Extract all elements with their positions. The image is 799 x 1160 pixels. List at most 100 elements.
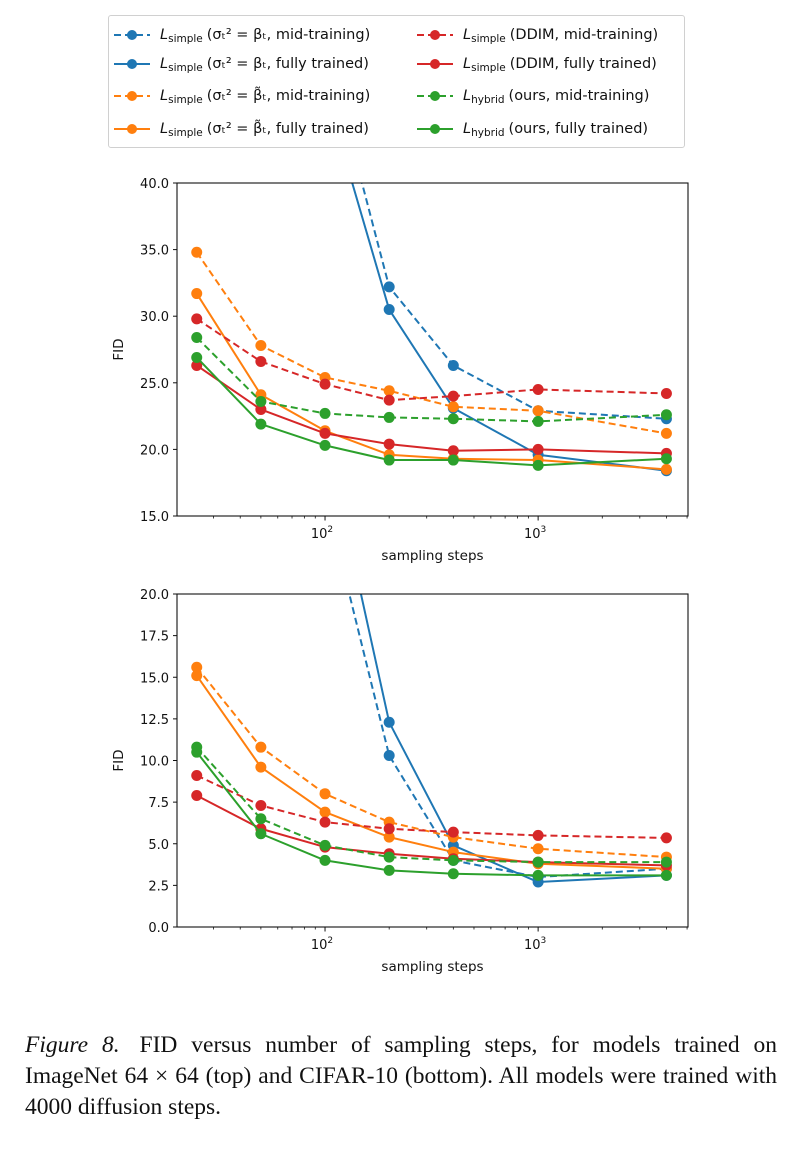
data-point — [383, 454, 395, 466]
data-point — [660, 463, 672, 475]
x-axis-label: sampling steps — [381, 959, 483, 975]
legend-line-marker-icon — [114, 30, 150, 40]
data-point — [383, 438, 395, 450]
chart-panel-bottom: 0.0 2.5 5.0 7.5 10.0 12.5 15.0 17.5 20.0 102 103 sa… — [111, 172, 689, 975]
data-point — [191, 332, 203, 344]
legend-subscript: hybrid — [471, 127, 505, 139]
data-point — [532, 459, 544, 471]
series-line — [195, 251, 667, 435]
data-point — [447, 868, 459, 880]
data-point — [255, 395, 267, 407]
series-line — [196, 774, 667, 839]
data-point — [383, 831, 395, 843]
data-point — [532, 829, 544, 841]
data-point — [383, 304, 395, 316]
data-point — [447, 445, 459, 457]
data-point — [191, 359, 203, 371]
data-point — [660, 387, 672, 399]
data-point — [447, 359, 459, 371]
data-point — [255, 172, 266, 183]
y-tick-label: 25.0 — [140, 377, 169, 392]
legend-label: (σₜ² = β̃ₜ, fully trained) — [206, 121, 369, 137]
data-point — [319, 806, 331, 818]
data-point — [447, 826, 459, 838]
legend-symbol: L — [463, 27, 472, 43]
legend-line-marker-icon — [417, 124, 453, 134]
series-line — [195, 675, 667, 870]
x-tick-exponent: 2 — [327, 525, 333, 535]
data-point — [447, 454, 459, 466]
data-point — [191, 789, 203, 801]
y-tick-label: 7.5 — [148, 796, 169, 811]
data-point — [660, 409, 672, 421]
legend-subscript: simple — [168, 127, 203, 139]
y-axis-label: FID — [111, 338, 127, 360]
legend-line-marker-icon — [417, 30, 453, 40]
data-point — [191, 246, 203, 258]
data-point — [319, 816, 331, 828]
y-tick-label: 35.0 — [140, 244, 169, 259]
x-tick-label: 102 — [311, 525, 333, 542]
legend-symbol: L — [463, 88, 472, 104]
data-point — [191, 769, 203, 781]
legend-subscript: hybrid — [471, 94, 505, 106]
data-point — [383, 750, 395, 762]
data-point — [383, 281, 395, 293]
y-axis-label: FID — [111, 749, 127, 771]
y-tick-label: 15.0 — [140, 510, 169, 525]
legend-label: (σₜ² = βₜ, fully trained) — [206, 56, 369, 72]
y-tick-label: 30.0 — [140, 310, 169, 325]
x-axis-label: sampling steps — [381, 548, 483, 564]
chart-panel-top: 15.0 20.0 25.0 30.0 35.0 40.0 102 103 sampling s… — [111, 177, 689, 564]
legend-label: (σₜ² = β̃ₜ, mid-training) — [206, 88, 371, 104]
data-point — [319, 839, 331, 851]
data-point — [383, 716, 395, 728]
data-point — [383, 823, 395, 835]
data-point — [383, 394, 395, 406]
figure-caption: Figure 8. FID versus number of sampling … — [25, 1030, 777, 1123]
legend-symbol: L — [463, 121, 472, 137]
data-point — [383, 385, 395, 397]
data-point — [660, 856, 672, 868]
data-point — [319, 439, 331, 451]
x-tick-label: 103 — [524, 936, 546, 953]
data-point — [532, 443, 544, 455]
data-point — [255, 256, 266, 267]
y-tick-label: 2.5 — [148, 879, 169, 894]
series-group — [191, 172, 672, 888]
legend-line-marker-icon — [417, 59, 453, 69]
y-tick-label: 0.0 — [148, 921, 169, 936]
data-point — [191, 313, 203, 325]
data-point — [319, 427, 331, 439]
data-point — [532, 405, 544, 417]
legend-label: (ours, fully trained) — [508, 121, 649, 137]
legend-symbol: L — [463, 56, 472, 72]
y-tick-label: 12.5 — [140, 713, 169, 728]
data-point — [255, 828, 267, 840]
data-point — [319, 788, 331, 800]
axes-frame — [176, 182, 689, 517]
x-tick-exponent: 2 — [327, 936, 333, 946]
legend-line-marker-icon — [417, 91, 453, 101]
y-tick-label: 15.0 — [140, 671, 169, 686]
legend-subscript: simple — [471, 62, 506, 74]
y-tick-label: 17.5 — [140, 630, 169, 645]
legend-line-marker-icon — [114, 59, 150, 69]
legend-subscript: simple — [168, 33, 203, 45]
data-point — [255, 355, 267, 367]
legend-line-marker-icon — [114, 91, 150, 101]
caption-text: FID versus number of sampling steps, for… — [25, 1032, 778, 1120]
data-point — [660, 869, 672, 881]
data-point — [255, 340, 267, 352]
data-point — [191, 746, 203, 758]
data-point — [447, 854, 459, 866]
x-tick-exponent: 3 — [541, 936, 547, 946]
data-point — [191, 288, 203, 300]
